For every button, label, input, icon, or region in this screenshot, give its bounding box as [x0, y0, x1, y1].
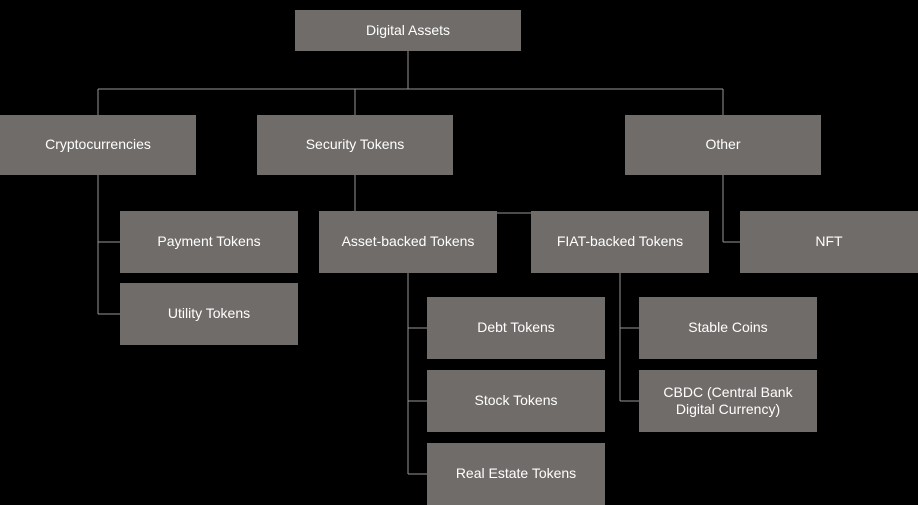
node-label: Other [705, 136, 740, 154]
node-security: Security Tokens [257, 115, 453, 175]
node-asset_backed: Asset-backed Tokens [319, 211, 497, 273]
node-debt: Debt Tokens [427, 297, 605, 359]
node-stock: Stock Tokens [427, 370, 605, 432]
node-label: Payment Tokens [157, 233, 260, 251]
node-label: Cryptocurrencies [45, 136, 151, 154]
node-payment: Payment Tokens [120, 211, 298, 273]
node-nft: NFT [740, 211, 918, 273]
node-label: Stock Tokens [474, 392, 557, 410]
node-root: Digital Assets [295, 10, 521, 51]
node-real_estate: Real Estate Tokens [427, 443, 605, 505]
node-label: FIAT-backed Tokens [557, 233, 683, 251]
node-label: CBDC (Central Bank Digital Currency) [645, 384, 811, 419]
node-crypto: Cryptocurrencies [0, 115, 196, 175]
node-fiat_backed: FIAT-backed Tokens [531, 211, 709, 273]
node-label: Security Tokens [306, 136, 405, 154]
node-label: Asset-backed Tokens [342, 233, 475, 251]
node-label: Digital Assets [366, 22, 450, 40]
node-cbdc: CBDC (Central Bank Digital Currency) [639, 370, 817, 432]
node-label: Stable Coins [688, 319, 767, 337]
node-label: NFT [815, 233, 842, 251]
diagram-stage: Digital Assets Cryptocurrencies Security T… [0, 0, 918, 505]
node-label: Debt Tokens [477, 319, 555, 337]
node-stable: Stable Coins [639, 297, 817, 359]
node-label: Utility Tokens [168, 305, 250, 323]
node-other: Other [625, 115, 821, 175]
node-label: Real Estate Tokens [456, 465, 576, 483]
node-utility: Utility Tokens [120, 283, 298, 345]
